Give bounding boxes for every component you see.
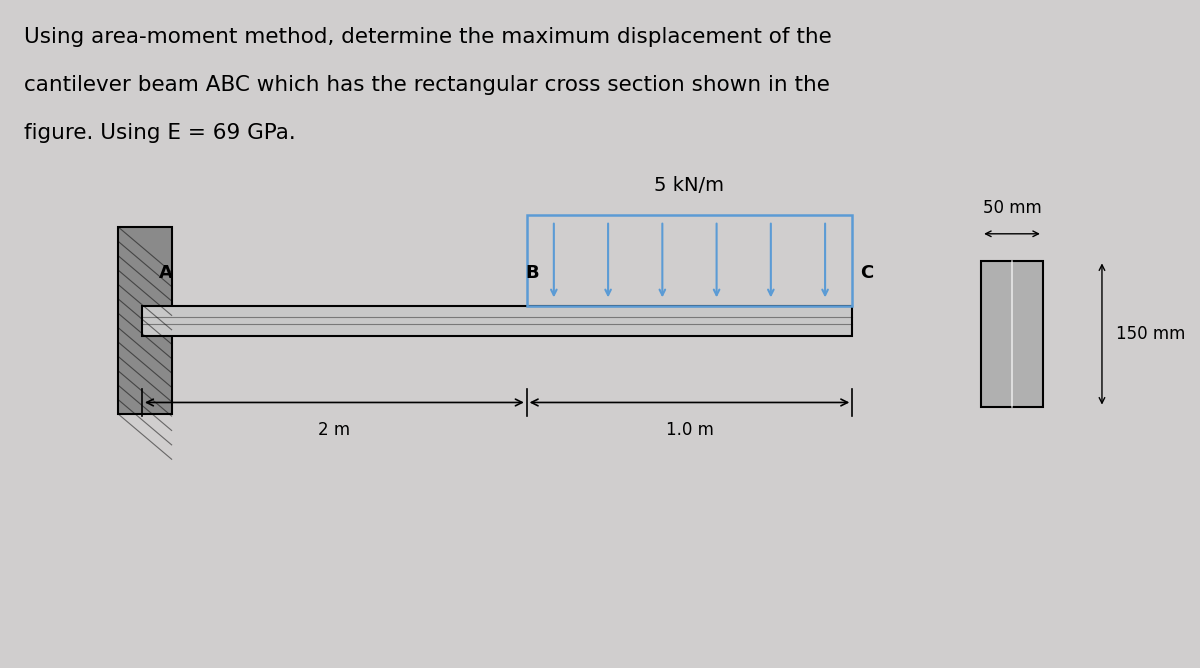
Bar — [982, 261, 1043, 407]
Bar — [527, 215, 852, 306]
Text: Using area-moment method, determine the maximum displacement of the: Using area-moment method, determine the … — [24, 27, 832, 47]
Text: figure. Using E = 69 GPa.: figure. Using E = 69 GPa. — [24, 123, 295, 143]
Bar — [119, 227, 172, 414]
Text: cantilever beam ABC which has the rectangular cross section shown in the: cantilever beam ABC which has the rectan… — [24, 75, 829, 95]
Bar — [142, 306, 852, 336]
Text: B: B — [526, 265, 540, 283]
Text: 5 kN/m: 5 kN/m — [654, 176, 725, 195]
Text: A: A — [158, 265, 173, 283]
Text: 150 mm: 150 mm — [1116, 325, 1186, 343]
Text: 2 m: 2 m — [318, 422, 350, 439]
Text: 50 mm: 50 mm — [983, 199, 1042, 217]
Text: C: C — [859, 265, 874, 283]
Text: 1.0 m: 1.0 m — [666, 422, 714, 439]
